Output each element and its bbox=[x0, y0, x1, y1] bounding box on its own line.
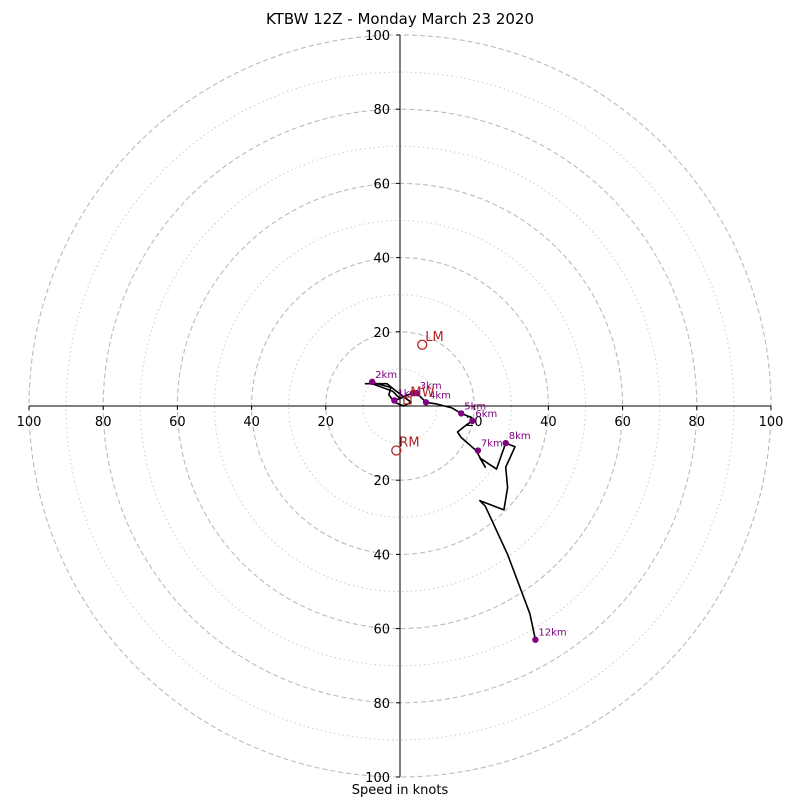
height-marker-4km bbox=[422, 399, 430, 406]
x-tick-label: 100 bbox=[759, 415, 784, 430]
y-tick-label: 20 bbox=[373, 474, 390, 489]
tick-labels: 1001008080606040402020202040406060808010… bbox=[17, 29, 784, 786]
height-label-2km: 2km bbox=[375, 370, 397, 381]
storm-motion-lm-marker bbox=[417, 339, 428, 350]
x-tick-label: 40 bbox=[243, 415, 260, 430]
x-tick-label: 80 bbox=[689, 415, 706, 430]
wind-trace-line bbox=[364, 381, 537, 640]
y-tick-label: 80 bbox=[373, 103, 390, 118]
y-tick-label: 80 bbox=[373, 697, 390, 712]
height-marker-8km bbox=[502, 439, 509, 447]
chart-title: KTBW 12Z - Monday March 23 2020 bbox=[265, 10, 534, 28]
height-label-7km: 7km bbox=[481, 439, 503, 450]
mean-wind-label: MW bbox=[410, 385, 434, 400]
storm-motion-rm-marker bbox=[391, 445, 402, 456]
x-tick-label: 40 bbox=[540, 415, 557, 430]
y-tick-label: 60 bbox=[373, 623, 390, 638]
y-tick-label: 60 bbox=[373, 177, 390, 192]
height-label-3km: 3km bbox=[420, 381, 442, 392]
height-label-4km: 4km bbox=[429, 390, 451, 401]
storm-motion-lm-label: LM bbox=[425, 330, 443, 345]
x-tick-label: 100 bbox=[17, 415, 42, 430]
height-label-8km: 8km bbox=[509, 431, 531, 442]
x-tick-label: 60 bbox=[614, 415, 631, 430]
height-label-5km: 5km bbox=[464, 401, 486, 412]
x-tick-label: 60 bbox=[169, 415, 186, 430]
height-marker-1km bbox=[391, 397, 398, 404]
height-marker-5km bbox=[458, 410, 465, 417]
height-label-6km: 6km bbox=[475, 409, 497, 420]
mean-wind-marker bbox=[403, 396, 412, 405]
storm-motion-markers: LM RM MW bbox=[391, 330, 444, 456]
height-label-1km: 1km bbox=[397, 388, 419, 399]
x-tick-label: 20 bbox=[318, 415, 335, 430]
y-tick-label: 100 bbox=[365, 29, 390, 44]
y-tick-label: 20 bbox=[373, 326, 390, 341]
y-tick-label: 40 bbox=[373, 252, 390, 267]
x-tick-label: 80 bbox=[95, 415, 112, 430]
height-marker-6km bbox=[469, 417, 476, 425]
y-tick-label: 40 bbox=[373, 548, 390, 563]
height-marker-7km bbox=[474, 447, 482, 454]
height-label-12km: 12km bbox=[538, 628, 566, 639]
height-marker-2km bbox=[368, 378, 376, 386]
wind-trace bbox=[364, 381, 537, 640]
y-tick-label: 100 bbox=[365, 771, 390, 786]
height-marker-3km bbox=[413, 389, 420, 397]
storm-motion-rm-label: RM bbox=[399, 436, 419, 451]
x-axis-label: Speed in knots bbox=[351, 783, 449, 798]
axes bbox=[28, 34, 772, 778]
height-marker-12km bbox=[532, 636, 539, 643]
